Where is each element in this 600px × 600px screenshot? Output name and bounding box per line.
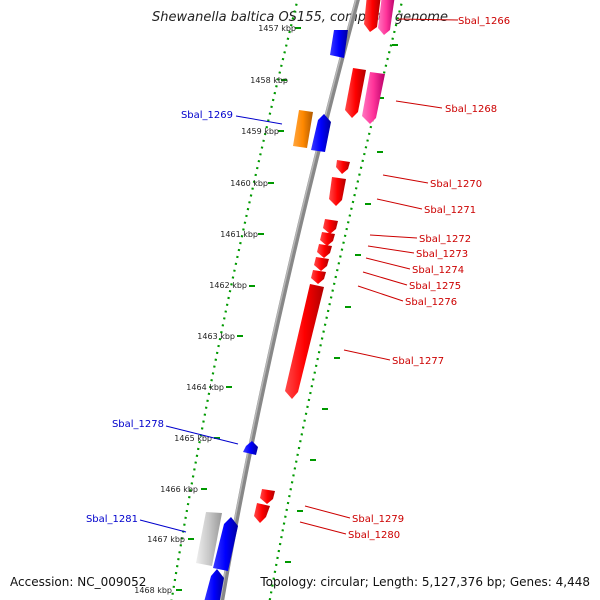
tick-label: 1464 kbp (186, 383, 224, 392)
gene-sbal-1272[interactable] (323, 219, 338, 234)
leader-sbal-1278 (165, 425, 239, 445)
leader-sbal-1273 (367, 245, 415, 254)
gene-pseudo-gray[interactable] (196, 512, 222, 566)
gene-label-sbal-1277[interactable]: Sbal_1277 (392, 356, 444, 367)
gene-sbal-1268-pink[interactable] (362, 72, 385, 124)
forward-strand-genes (254, 0, 395, 523)
gene-label-sbal-1272[interactable]: Sbal_1272 (419, 234, 471, 245)
gene-blue-bottom[interactable] (204, 569, 224, 600)
leader-sbal-1270 (382, 174, 429, 184)
gene-label-sbal-1266[interactable]: Sbal_1266 (458, 16, 510, 27)
gene-sbal-1273[interactable] (320, 232, 335, 246)
tick-label: 1459 kbp (241, 127, 279, 136)
leader-sbal-1269 (235, 115, 283, 125)
gene-sbal-1280[interactable] (254, 503, 270, 523)
reverse-strand-genes (196, 30, 348, 600)
tick-label: 1463 kbp (197, 332, 235, 341)
tick-label: 1457 kbp (258, 24, 296, 33)
tick-label: 1467 kbp (147, 535, 185, 544)
leader-sbal-1274 (365, 257, 411, 270)
gene-sbal-1275[interactable] (314, 257, 329, 271)
leader-sbal-1277 (343, 349, 391, 361)
tick-label: 1466 kbp (160, 485, 198, 494)
gene-label-sbal-1273[interactable]: Sbal_1273 (416, 249, 468, 260)
leader-sbal-1276 (357, 285, 404, 302)
label-leaders (139, 18, 459, 535)
gene-label-sbal-1279[interactable]: Sbal_1279 (352, 514, 404, 525)
tick-track-inner (268, 0, 404, 600)
topology-text: Topology: circular; Length: 5,127,376 bp… (260, 575, 590, 589)
leader-sbal-1281 (139, 519, 187, 533)
leader-sbal-1280 (299, 521, 347, 535)
gene-sbal-1279[interactable] (260, 489, 275, 504)
leader-sbal-1279 (304, 505, 351, 519)
gene-label-sbal-1281[interactable]: Sbal_1281 (86, 514, 138, 525)
gene-labels: Sbal_1266 Sbal_1268 Sbal_1270 Sbal_1271 … (86, 16, 510, 541)
genome-backbone (219, 0, 360, 600)
tick-label: 1465 kbp (174, 434, 212, 443)
tick-label: 1458 kbp (250, 76, 288, 85)
leader-sbal-1268 (395, 100, 443, 109)
tick-labels: 1457 kbp 1458 kbp 1459 kbp 1460 kbp 1461… (134, 24, 296, 595)
gene-label-sbal-1271[interactable]: Sbal_1271 (424, 205, 476, 216)
tick-label: 1461 kbp (220, 230, 258, 239)
gene-rna-pink-top[interactable] (378, 0, 395, 35)
gene-sbal-1271[interactable] (329, 177, 346, 206)
gene-sbal-1276[interactable] (311, 270, 326, 284)
gene-label-sbal-1278[interactable]: Sbal_1278 (112, 419, 164, 430)
gene-blue[interactable] (330, 30, 348, 58)
gene-label-sbal-1269[interactable]: Sbal_1269 (181, 110, 233, 121)
gene-label-sbal-1275[interactable]: Sbal_1275 (409, 281, 461, 292)
tick-marks (176, 27, 398, 591)
leader-sbal-1272 (369, 234, 418, 239)
gene-label-sbal-1268[interactable]: Sbal_1268 (445, 104, 497, 115)
gene-sbal-1266[interactable] (364, 0, 381, 32)
gene-sbal-1277[interactable] (285, 284, 324, 399)
gene-label-sbal-1274[interactable]: Sbal_1274 (412, 265, 464, 276)
leader-sbal-1271 (376, 198, 423, 210)
gene-sbal-1268-red[interactable] (345, 68, 366, 118)
gene-sbal-1278[interactable] (243, 441, 258, 455)
gene-sbal-1270[interactable] (336, 160, 350, 174)
leader-sbal-1275 (362, 271, 408, 286)
leader-sbal-1266 (397, 18, 459, 21)
gene-label-sbal-1280[interactable]: Sbal_1280 (348, 530, 400, 541)
gene-label-sbal-1270[interactable]: Sbal_1270 (430, 179, 482, 190)
gene-orange[interactable] (293, 110, 313, 148)
tick-label: 1468 kbp (134, 586, 172, 595)
gene-label-sbal-1276[interactable]: Sbal_1276 (405, 297, 457, 308)
gene-sbal-1281[interactable] (213, 517, 238, 571)
tick-label: 1462 kbp (209, 281, 247, 290)
tick-label: 1460 kbp (230, 179, 268, 188)
accession-text: Accession: NC_009052 (10, 575, 147, 589)
gene-sbal-1274[interactable] (317, 244, 332, 258)
gene-sbal-1269[interactable] (311, 114, 331, 152)
